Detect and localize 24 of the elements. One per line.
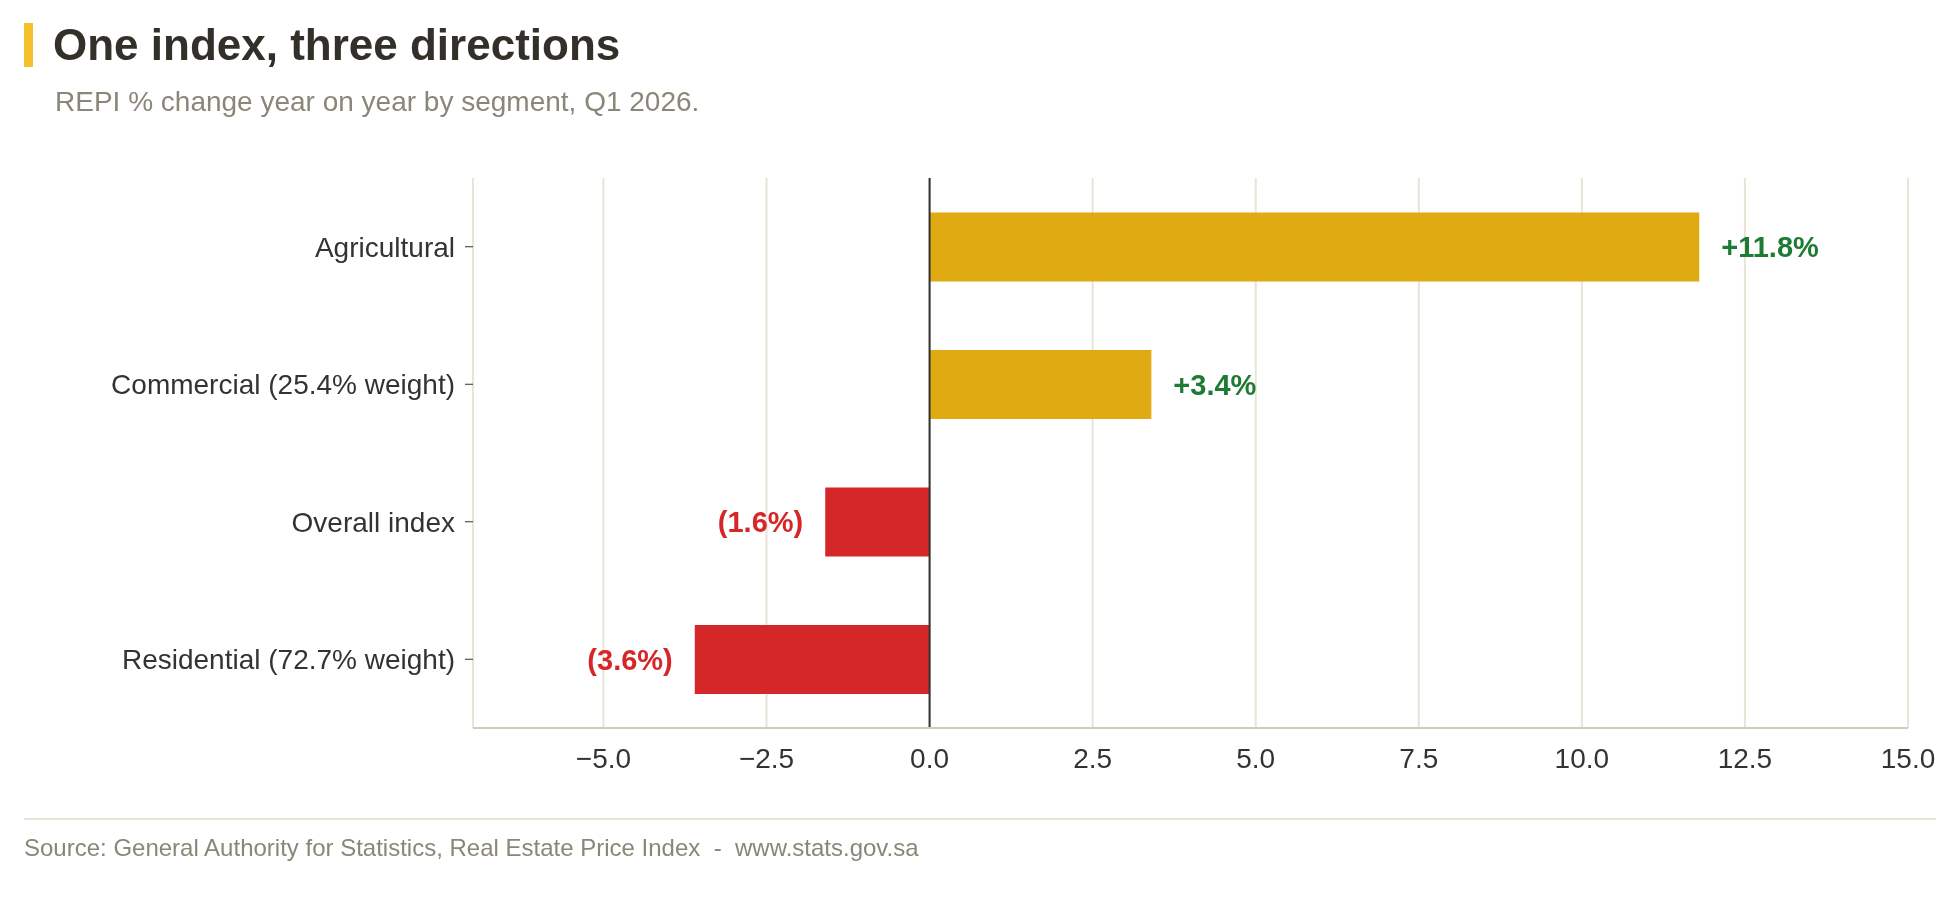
x-tick-label: 12.5 — [1717, 742, 1773, 774]
bar — [929, 212, 1700, 282]
data-label: (1.6%) — [717, 506, 804, 539]
x-tick-label: 0.0 — [910, 742, 950, 774]
x-tick-label: −2.5 — [738, 742, 795, 774]
x-tick-label: 10.0 — [1554, 742, 1610, 774]
chart-subtitle: REPI % change year on year by segment, Q1 2026. — [55, 86, 701, 118]
x-tick-label: 5.0 — [1236, 742, 1276, 774]
y-tick-label: Agricultural — [314, 231, 455, 263]
data-label: +3.4% — [1173, 368, 1257, 401]
x-tick-label: 7.5 — [1399, 742, 1439, 774]
data-label: +11.8% — [1721, 231, 1820, 264]
bar — [825, 487, 930, 557]
data-label: (3.6%) — [587, 643, 673, 676]
bar — [929, 349, 1152, 419]
y-tick-label: Overall index — [291, 506, 455, 538]
y-tick-label: Commercial (25.4% weight) — [111, 369, 455, 401]
x-tick-label: 15.0 — [1880, 742, 1936, 774]
source-note: Source: General Authority for Statistics, Real Estate Price Index - www.stats.gov.sa — [24, 834, 920, 862]
x-tick-label: 2.5 — [1073, 742, 1113, 774]
x-tick-label: −5.0 — [575, 742, 632, 774]
chart-title: One index, three directions — [53, 20, 621, 70]
y-tick-label: Residential (72.7% weight) — [121, 644, 455, 676]
bar — [694, 624, 930, 694]
